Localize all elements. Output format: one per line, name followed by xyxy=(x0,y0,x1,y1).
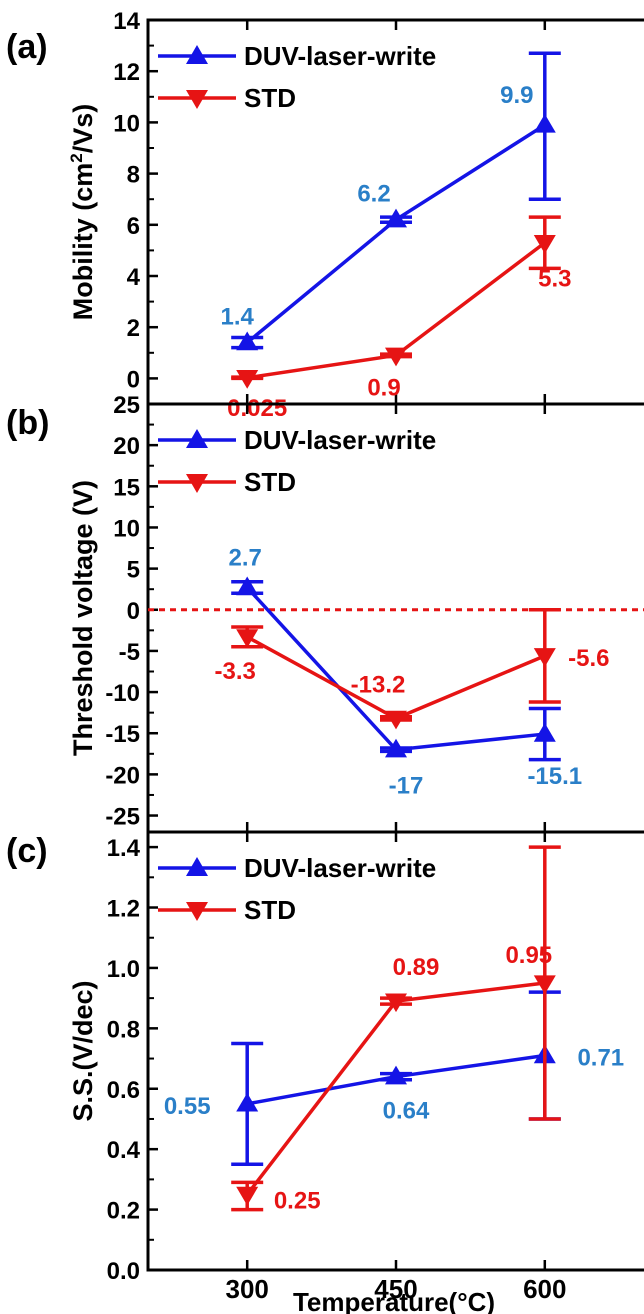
legend-marker xyxy=(186,429,208,448)
panel-b: -25 -20 -15 -10 -5 0 5 10 15 20 25 (b) Threshold vol… xyxy=(6,392,644,834)
y-tick-label: 15 xyxy=(113,474,140,501)
y-tick-label: 1.4 xyxy=(107,835,141,862)
data-label: 2.7 xyxy=(229,545,262,572)
data-point-marker xyxy=(236,331,259,351)
data-label: -17 xyxy=(389,773,424,800)
data-label: 0.89 xyxy=(393,954,440,981)
legend-marker xyxy=(186,857,208,876)
data-point-marker xyxy=(236,1092,259,1112)
y-tick-label: -15 xyxy=(105,721,140,748)
y-tick-label: 10 xyxy=(113,110,140,137)
data-label: -3.3 xyxy=(215,658,256,685)
legend-label: STD xyxy=(244,895,296,925)
y-tick-label: 0 xyxy=(127,366,140,393)
y-axis-label-superscript: 2 xyxy=(67,153,86,162)
y-tick-label: -5 xyxy=(119,639,140,666)
data-point-marker xyxy=(236,629,259,648)
data-point-marker xyxy=(533,975,556,995)
data-point-marker xyxy=(236,1186,259,1206)
data-point-marker xyxy=(236,576,259,596)
data-label: -13.2 xyxy=(351,671,406,698)
x-axis-label: Temperature(°C) xyxy=(293,1287,495,1314)
y-tick-label: 8 xyxy=(127,162,140,189)
legend: DUV-laser-write STD xyxy=(158,853,436,925)
data-label: 0.55 xyxy=(164,1093,211,1120)
y-tick-label: -25 xyxy=(105,804,140,831)
panel-label: (c) xyxy=(6,832,48,870)
y-tick-label: 0.8 xyxy=(107,1016,140,1043)
y-tick-label: 1.2 xyxy=(107,896,140,923)
data-label: -5.6 xyxy=(568,645,609,672)
y-tick-label: 0.0 xyxy=(107,1258,140,1285)
legend: DUV-laser-write STD xyxy=(158,41,436,113)
data-label: 9.9 xyxy=(500,82,533,109)
data-point-marker xyxy=(385,993,407,1013)
y-tick-label: 14 xyxy=(113,8,140,35)
data-label: 0.025 xyxy=(227,395,287,422)
data-label: 6.2 xyxy=(357,181,390,208)
y-tick-label: 12 xyxy=(113,59,140,86)
data-label: 0.95 xyxy=(505,942,552,969)
data-label: 0.25 xyxy=(274,1187,321,1214)
legend: DUV-laser-write STD xyxy=(158,425,436,497)
data-point-marker xyxy=(533,723,556,742)
y-tick-label: 4 xyxy=(127,264,141,291)
data-point-marker xyxy=(385,347,407,367)
y-tick-label: 0.6 xyxy=(107,1077,140,1104)
y-tick-label: -10 xyxy=(105,680,140,707)
y-tick-label: 20 xyxy=(113,433,140,460)
x-tick-label: 600 xyxy=(523,1274,566,1304)
legend-marker xyxy=(186,902,208,921)
plot-frame xyxy=(146,830,644,1272)
data-point-marker xyxy=(533,113,556,133)
y-tick-label: 5 xyxy=(127,557,140,584)
y-tick-label: 10 xyxy=(113,515,140,542)
y-tick-label: 1.0 xyxy=(107,956,140,983)
data-point-marker xyxy=(385,1065,407,1085)
data-point-marker xyxy=(385,208,407,228)
data-point-marker xyxy=(533,648,556,667)
panel-label: (a) xyxy=(6,28,48,66)
data-point-marker xyxy=(533,235,556,254)
legend-label: STD xyxy=(244,83,296,113)
x-tick-label: 450 xyxy=(374,1274,417,1304)
y-tick-label: 0.4 xyxy=(107,1137,141,1164)
y-tick-label: -20 xyxy=(105,762,140,789)
series-line xyxy=(246,123,546,344)
data-label: 0.71 xyxy=(577,1045,624,1072)
data-label: -15.1 xyxy=(527,763,582,790)
data-point-marker xyxy=(385,710,407,730)
y-axis-label-part: Mobility (cm xyxy=(68,163,98,321)
data-label: 0.64 xyxy=(383,1098,430,1125)
x-tick-label: 300 xyxy=(226,1274,269,1304)
legend-label: DUV-laser-write xyxy=(244,41,436,71)
y-axis-label: Mobility (cm2/Vs) xyxy=(67,104,98,321)
data-point-marker xyxy=(385,738,407,758)
legend-label: DUV-laser-write xyxy=(244,853,436,883)
series-line xyxy=(245,981,546,1196)
y-tick-label: 25 xyxy=(113,392,140,419)
legend-label: STD xyxy=(244,467,296,497)
y-axis-label: S.S.(V/dec) xyxy=(68,980,98,1121)
y-tick-label: 0.2 xyxy=(107,1198,140,1225)
panel-label: (b) xyxy=(6,404,49,442)
data-label: 5.3 xyxy=(538,266,571,293)
legend-marker xyxy=(186,45,208,64)
y-tick-label: 6 xyxy=(127,213,140,240)
panel-c: 0.0 0.2 0.4 0.6 0.8 1.0 1.2 1.4 (c) S.S.(V/dec) 0.… xyxy=(6,830,644,1285)
legend-label: DUV-laser-write xyxy=(244,425,436,455)
data-label: 0.9 xyxy=(367,374,400,401)
y-axis-label: Threshold voltage (V) xyxy=(68,480,98,756)
y-tick-label: 0 xyxy=(127,598,140,625)
data-label: 1.4 xyxy=(221,304,255,331)
legend-marker xyxy=(186,474,208,493)
data-point-marker xyxy=(236,370,259,389)
legend-marker xyxy=(186,90,208,109)
y-tick-label: 2 xyxy=(127,315,140,342)
y-axis-label-part: /Vs) xyxy=(68,104,98,154)
